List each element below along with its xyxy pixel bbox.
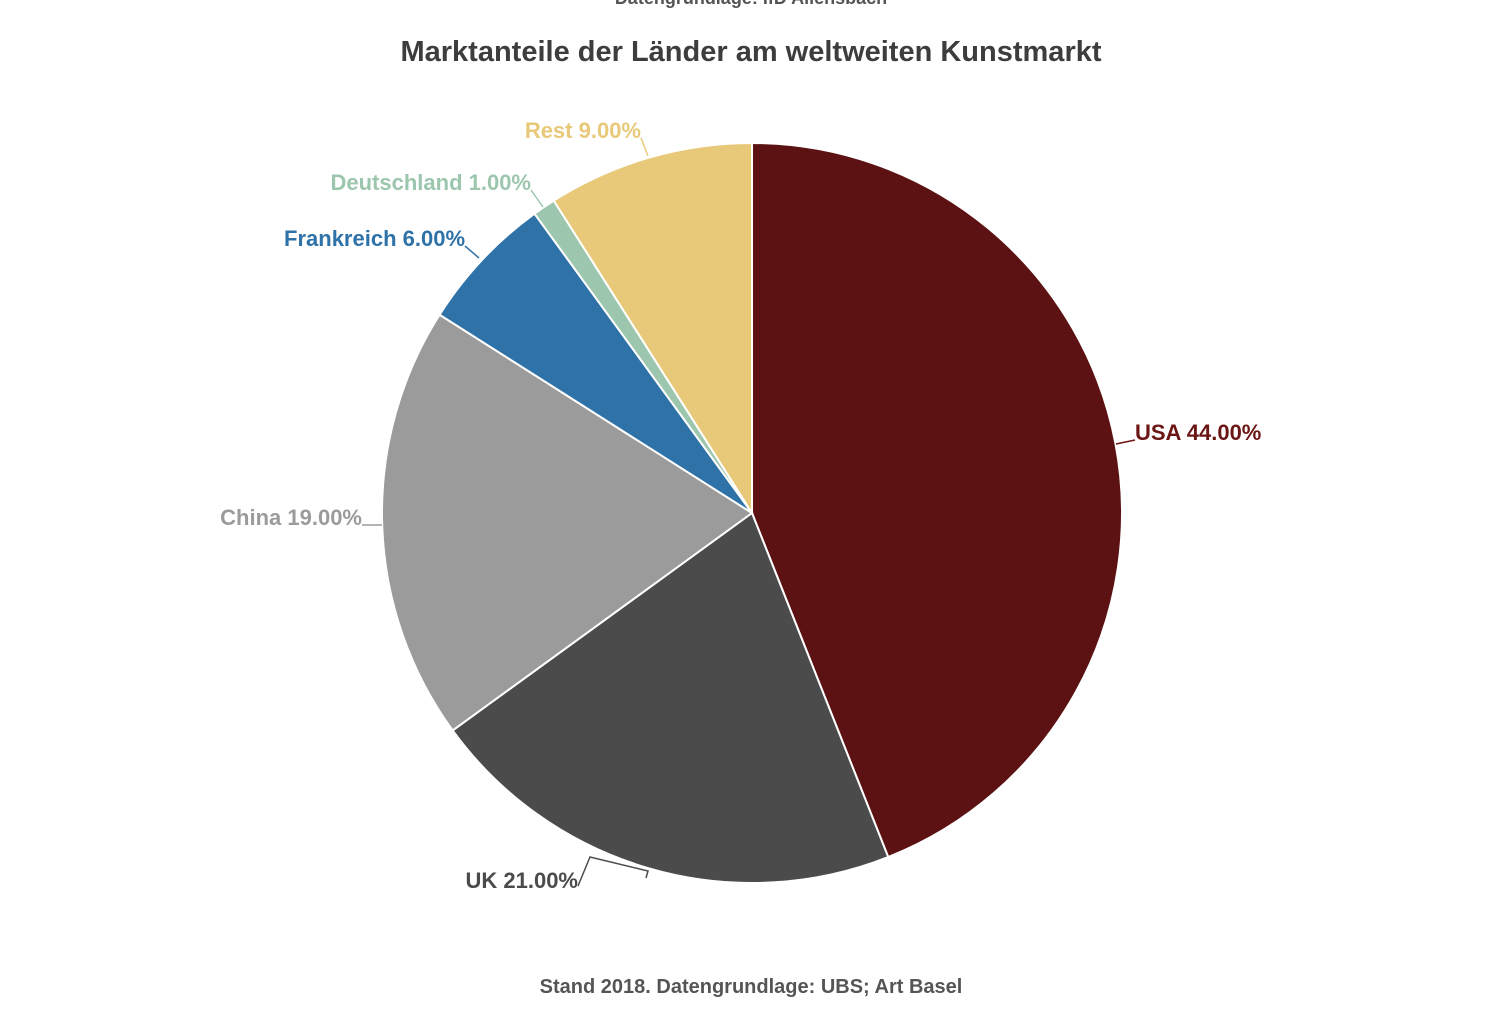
pie-slice-china — [381, 313, 754, 732]
slice-label-deutschland: Deutschland 1.00% — [330, 170, 531, 195]
source-note: Stand 2018. Datengrundlage: UBS; Art Bas… — [539, 976, 963, 998]
slice-label-frankreich: Frankreich 6.00% — [284, 226, 465, 251]
slice-label-rest: Rest 9.00% — [525, 118, 641, 143]
pie-slice-frankreich — [438, 212, 753, 514]
chart-title: Marktanteile der Länder am weltweiten Ku… — [400, 36, 1102, 68]
slice-label-uk: UK 21.00% — [465, 868, 578, 893]
leader-line-uk — [577, 856, 649, 887]
pie-slices — [381, 141, 1123, 884]
leader-line-rest — [640, 137, 649, 157]
leader-line-usa — [1115, 439, 1136, 445]
pie-slice-usa — [751, 141, 1123, 859]
pie-slice-rest — [552, 141, 753, 517]
leader-line-deutschland — [530, 189, 544, 208]
slice-label-usa: USA 44.00% — [1135, 420, 1261, 445]
cut-off-source-note: Datengrundlage: IfD Allensbach — [0, 0, 1502, 9]
leader-line-frankreich — [464, 245, 480, 259]
slice-labels: USA 44.00% UK 21.00% China 19.00% Frankreic… — [220, 118, 1261, 893]
pie-slice-uk — [451, 511, 890, 884]
leader-lines — [362, 137, 1136, 887]
slice-label-china: China 19.00% — [220, 505, 362, 530]
